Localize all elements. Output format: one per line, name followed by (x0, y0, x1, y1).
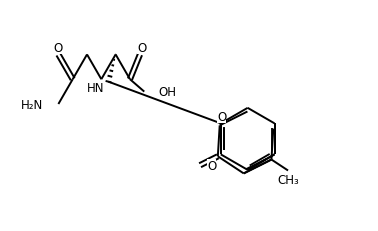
Text: O: O (217, 111, 226, 124)
Text: O: O (137, 42, 147, 55)
Text: O: O (54, 42, 63, 55)
Text: CH₃: CH₃ (277, 173, 299, 186)
Text: O: O (207, 159, 217, 172)
Text: HN: HN (87, 82, 104, 95)
Text: OH: OH (158, 86, 176, 99)
Text: H₂N: H₂N (21, 98, 43, 111)
